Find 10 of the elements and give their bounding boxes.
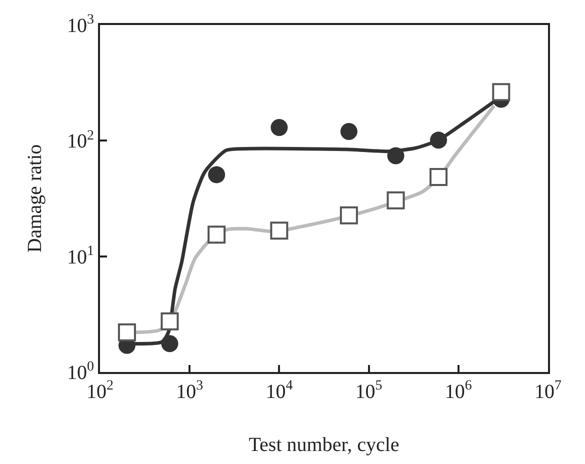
y-tick-label: 10$^{1}$ [67, 244, 94, 268]
x-tick-label: 10$^{3}$ [176, 378, 204, 403]
y-axis-title: Damage ratio [24, 144, 46, 253]
y-tick-label: 10$^{2}$ [67, 128, 94, 153]
y-tick-label: 10$^{3}$ [67, 12, 94, 37]
x-tick-label: 10$^{7}$ [534, 378, 562, 403]
x-axis-title: Test number, cycle [248, 434, 400, 456]
x-tick-label: 10$^{5}$ [355, 378, 382, 403]
x-tick-label: 10$^{4}$ [266, 378, 293, 403]
x-tick-label: 10$^{6}$ [444, 378, 472, 403]
